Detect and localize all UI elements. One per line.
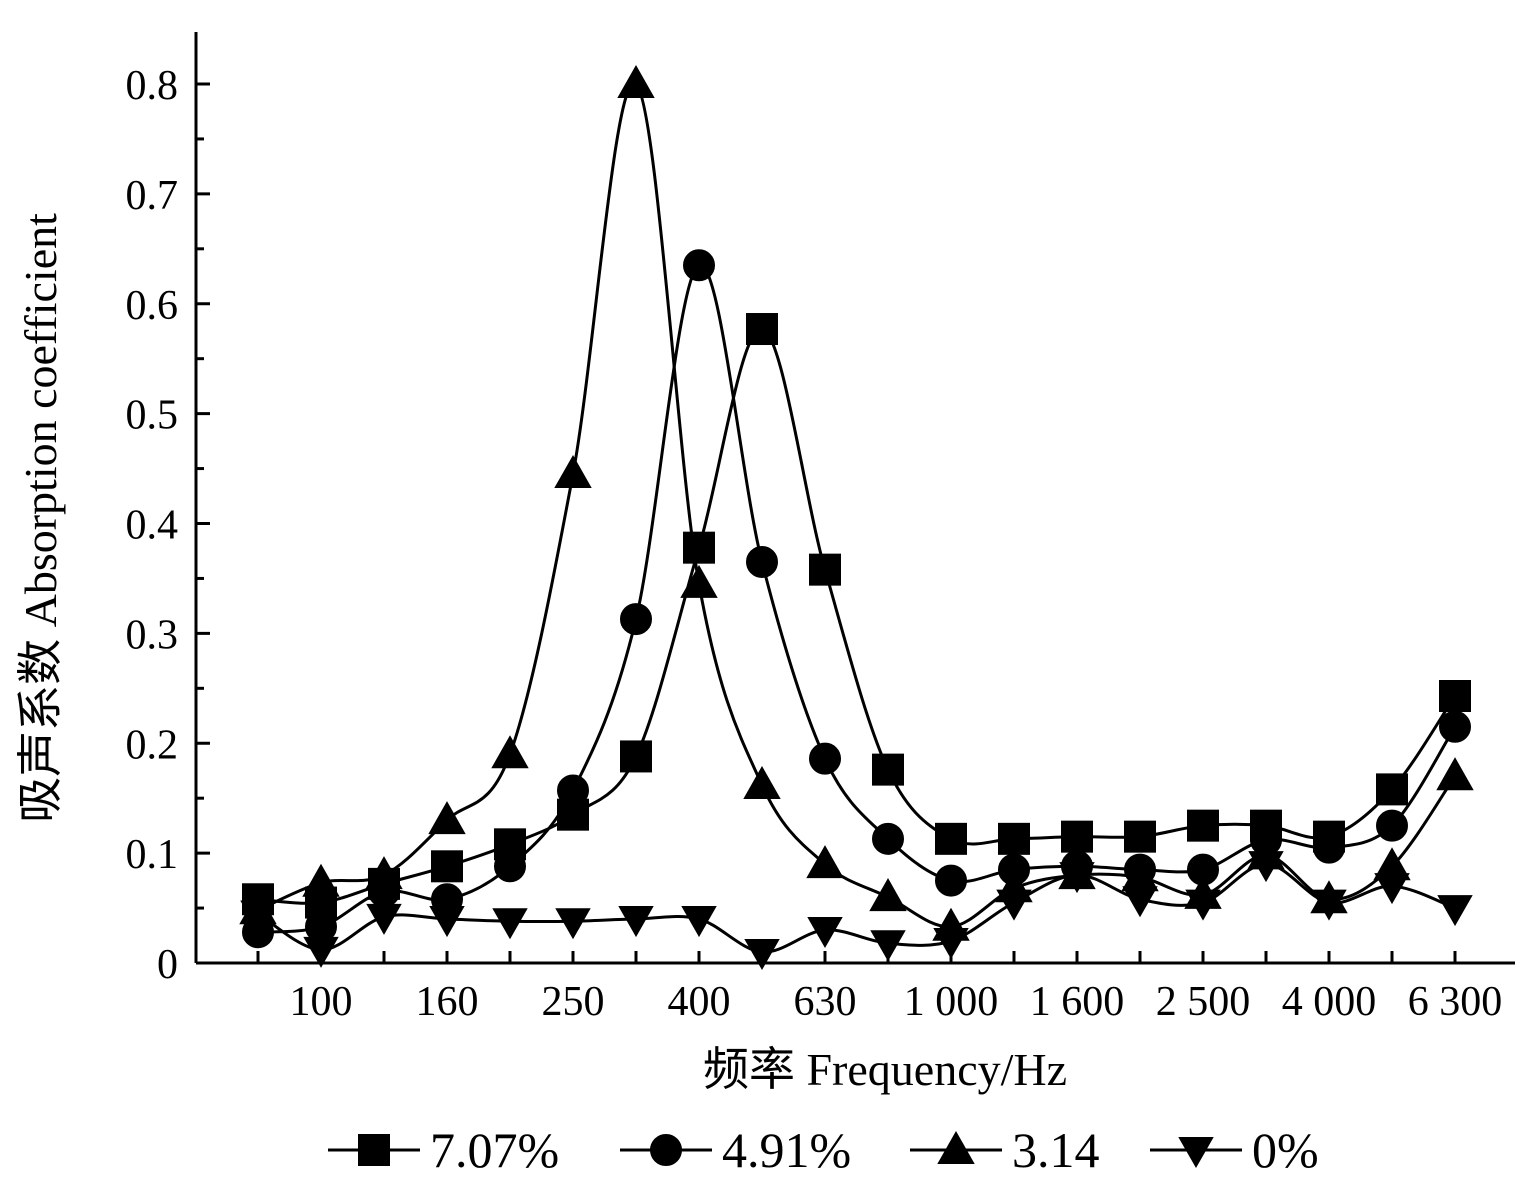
data-point: [1439, 680, 1471, 713]
data-point: [743, 765, 781, 800]
data-point: [1311, 889, 1347, 921]
data-point: [618, 906, 654, 938]
data-point: [744, 939, 780, 971]
data-point: [809, 742, 841, 775]
data-point: [683, 249, 715, 282]
y-axis-title: 吸声系数 Absorption coefficient: [15, 213, 66, 823]
data-point: [1122, 886, 1158, 918]
data-point: [366, 903, 402, 935]
data-point: [1439, 710, 1471, 743]
data-point: [1374, 873, 1410, 905]
data-point: [1376, 773, 1408, 806]
data-point: [935, 864, 967, 897]
data-point: [809, 553, 841, 586]
data-point: [1061, 820, 1093, 853]
data-point: [617, 64, 655, 98]
data-point: [365, 856, 403, 890]
legend-marker: [937, 1130, 975, 1164]
data-point: [1059, 862, 1095, 894]
data-point: [680, 564, 718, 598]
x-tick-label: 160: [416, 979, 479, 1025]
data-point: [998, 822, 1030, 855]
legend-item-0: 7.07%: [328, 1122, 559, 1178]
data-point: [1313, 831, 1345, 864]
x-tick-label: 100: [290, 979, 353, 1025]
data-point: [869, 878, 907, 912]
data-point: [429, 906, 465, 938]
data-point: [806, 845, 844, 879]
series-0: [242, 313, 1471, 919]
y-tick-label: 0.3: [126, 612, 179, 658]
data-point: [935, 822, 967, 855]
x-tick-label: 400: [668, 979, 731, 1025]
series-1: [242, 249, 1471, 949]
data-point: [620, 740, 652, 773]
data-point: [681, 906, 717, 938]
data-point: [1376, 809, 1408, 842]
data-point: [431, 850, 463, 883]
data-point: [554, 455, 592, 489]
series-line: [257, 263, 1457, 934]
data-point: [494, 850, 526, 883]
y-tick-label: 0.7: [126, 173, 179, 219]
legend-marker: [358, 1134, 390, 1166]
x-tick-label: 630: [794, 979, 857, 1025]
legend-marker: [650, 1134, 682, 1166]
x-tick-label: 250: [542, 979, 605, 1025]
x-tick-label: 6 300: [1408, 979, 1503, 1025]
legend: 7.07% 4.91% 3.14 0%: [328, 1122, 1319, 1178]
data-point: [996, 889, 1032, 921]
data-point: [1185, 889, 1221, 921]
data-point: [1437, 895, 1473, 927]
data-point: [302, 863, 340, 897]
data-point: [492, 908, 528, 940]
data-point: [240, 900, 276, 932]
data-point: [620, 603, 652, 636]
data-point: [807, 917, 843, 949]
series-layer: [239, 64, 1474, 971]
data-point: [555, 908, 591, 940]
data-point: [872, 753, 904, 786]
legend-item-2: 3.14: [910, 1122, 1100, 1178]
data-point: [683, 531, 715, 564]
data-point: [933, 928, 969, 960]
y-tick-label: 0.2: [126, 722, 179, 768]
series-3: [240, 851, 1473, 971]
y-tick-label: 0.4: [126, 503, 179, 549]
x-tick-label: 1 600: [1030, 979, 1125, 1025]
y-tick-label: 0.6: [126, 283, 179, 329]
legend-marker: [1178, 1137, 1214, 1169]
x-tick-label: 4 000: [1282, 979, 1377, 1025]
axes: [194, 32, 1515, 965]
data-point: [872, 822, 904, 855]
tick-labels: 0 0.1 0.2 0.3 0.4 0.5 0.6 0.7 0.8 100 160 250 400 630…: [126, 63, 1503, 1025]
legend-item-3: 0%: [1150, 1122, 1319, 1178]
legend-label: 4.91%: [722, 1122, 851, 1178]
legend-label: 3.14: [1012, 1122, 1100, 1178]
legend-label: 7.07%: [430, 1122, 559, 1178]
legend-label: 0%: [1252, 1122, 1319, 1178]
x-tick-label: 2 500: [1156, 979, 1251, 1025]
data-point: [1124, 820, 1156, 853]
data-point: [1187, 809, 1219, 842]
y-tick-label: 0: [157, 942, 178, 988]
y-tick-label: 0.1: [126, 832, 179, 878]
data-point: [746, 545, 778, 578]
y-tick-label: 0.5: [126, 393, 179, 439]
y-tick-label: 0.8: [126, 63, 179, 109]
legend-item-1: 4.91%: [620, 1122, 851, 1178]
data-point: [746, 313, 778, 346]
series-line: [257, 81, 1457, 929]
x-tick-label: 1 000: [904, 979, 999, 1025]
data-point: [1436, 757, 1474, 791]
data-point: [303, 936, 339, 968]
data-point: [428, 801, 466, 835]
x-axis-title: 频率 Frequency/Hz: [703, 1044, 1067, 1095]
data-point: [491, 735, 529, 769]
data-point: [557, 774, 589, 807]
data-point: [1248, 851, 1284, 883]
data-point: [870, 930, 906, 962]
